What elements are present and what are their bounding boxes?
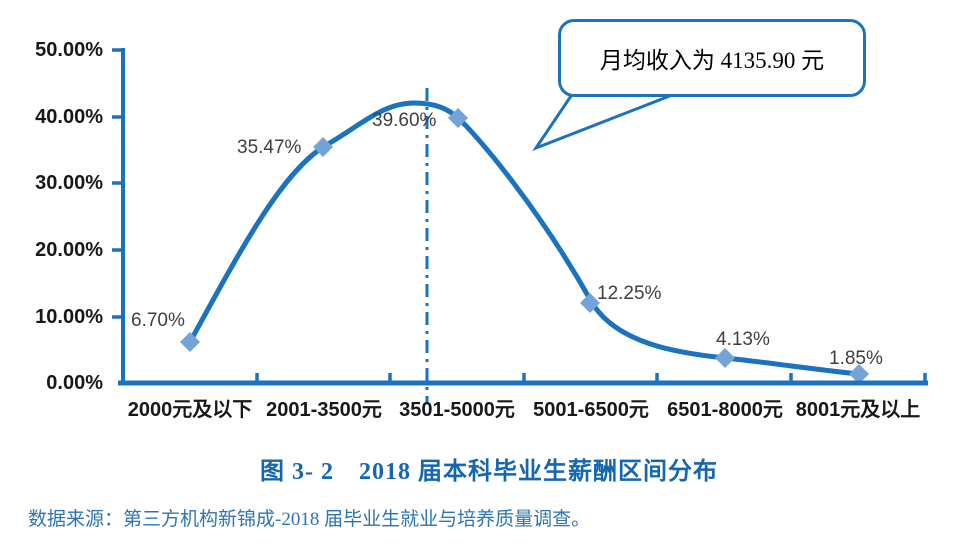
y-tick-label-10: 10.00%	[35, 306, 103, 328]
data-source-note: 数据来源：第三方机构新锦成-2018 届毕业生就业与培养质量调查。	[28, 509, 591, 530]
y-tick-label-30: 30.00%	[35, 172, 103, 194]
y-axis-ticks	[112, 48, 123, 319]
marker-point-6	[849, 364, 869, 384]
y-tick-label-0: 0.00%	[46, 372, 103, 394]
marker-point-1	[180, 332, 200, 352]
y-tick-label-50: 50.00%	[35, 39, 103, 61]
x-axis-ticks	[255, 373, 927, 382]
point-label-2: 35.47%	[237, 137, 302, 158]
x-category-label-2: 2001-3500元	[266, 399, 382, 421]
point-label-4: 12.25%	[597, 283, 662, 304]
callout-tail	[532, 88, 686, 152]
x-category-label-5: 6501-8000元	[667, 399, 783, 421]
x-category-label-6: 8001元及以上	[795, 399, 921, 421]
mean-income-callout-text: 月均收入为 4135.90 元	[599, 48, 825, 73]
marker-point-5	[715, 348, 735, 368]
figure-caption: 图 3- 2 2018 届本科毕业生薪酬区间分布	[260, 459, 718, 485]
marker-point-2	[313, 137, 333, 157]
point-label-1: 6.70%	[131, 310, 185, 331]
point-label-5: 4.13%	[716, 329, 770, 350]
marker-point-4	[580, 293, 600, 313]
y-tick-label-20: 20.00%	[35, 239, 103, 261]
x-category-label-1: 2000元及以下	[127, 399, 253, 421]
marker-point-3	[448, 108, 468, 128]
mean-income-callout: 月均收入为 4135.90 元	[558, 19, 866, 97]
point-label-3: 39.60%	[372, 110, 437, 131]
y-tick-label-40: 40.00%	[35, 106, 103, 128]
data-point-markers	[180, 108, 869, 384]
x-category-label-4: 5001-6500元	[533, 399, 649, 421]
x-category-label-3: 3501-5000元	[399, 399, 515, 421]
point-label-6: 1.85%	[829, 348, 883, 369]
